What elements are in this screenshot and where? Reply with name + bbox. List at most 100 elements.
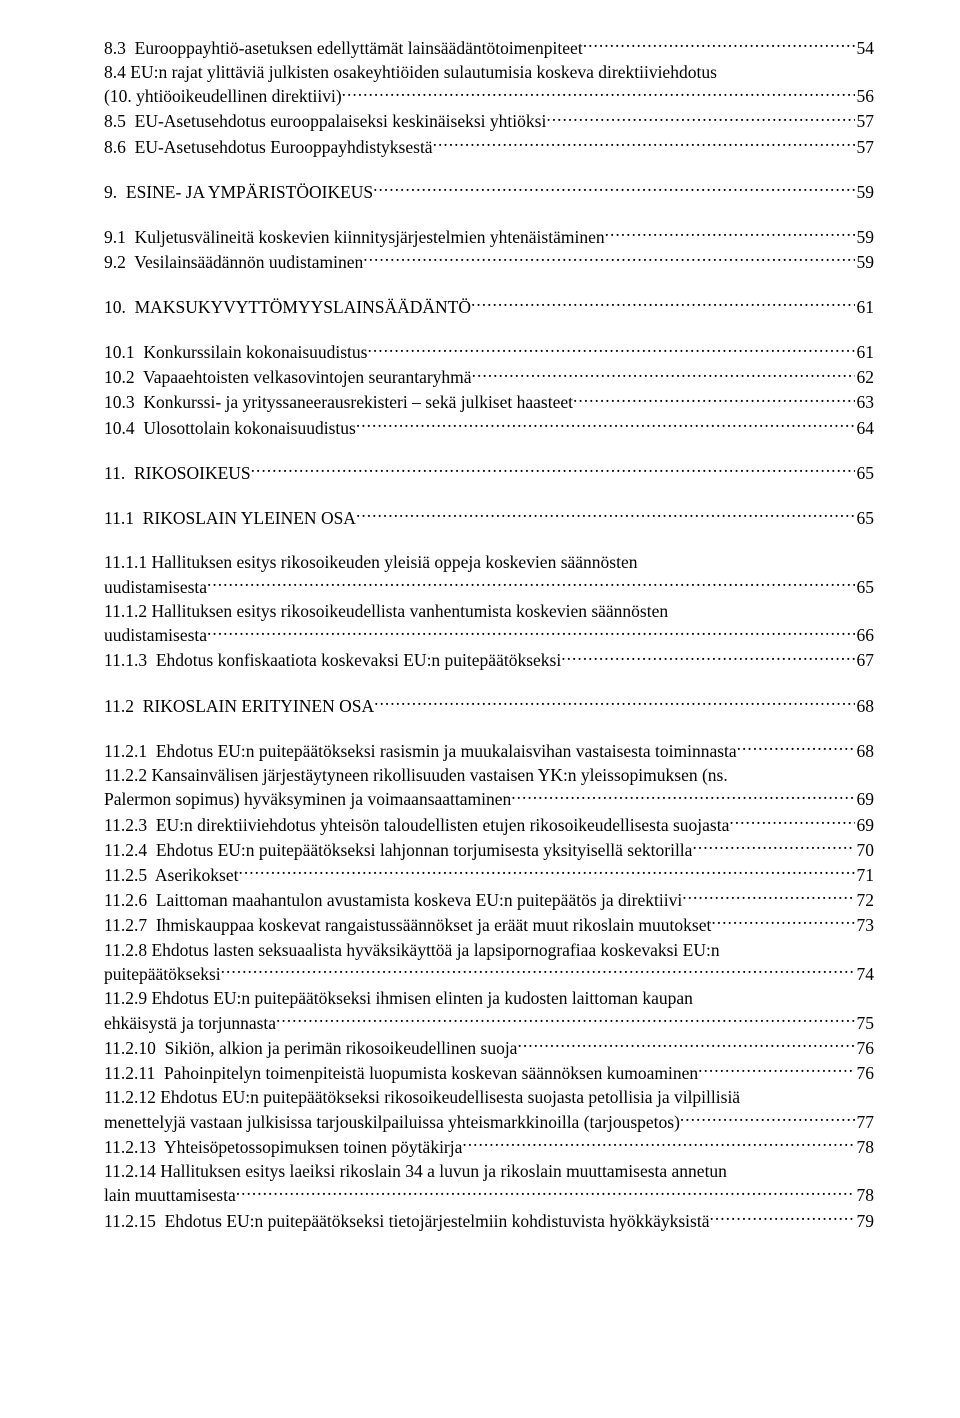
toc-leader (374, 694, 854, 712)
toc-label: 11.1 RIKOSLAIN YLEINEN OSA (104, 507, 356, 531)
toc-leader (511, 788, 854, 806)
toc-label: 9.2 Vesilainsäädännön uudistaminen (104, 251, 363, 275)
toc-leader (221, 962, 855, 980)
toc-entry: 11.2.6 Laittoman maahantulon avustamista… (104, 888, 874, 912)
toc-entry: puitepäätökseksi 74 (104, 962, 874, 986)
toc-label: 10.3 Konkurssi- ja yrityssaneerausrekist… (104, 391, 573, 415)
toc-entry: ehkäisystä ja torjunnasta 75 (104, 1011, 874, 1035)
toc-page: 65 (855, 576, 875, 600)
toc-entry: 9.1 Kuljetusvälineitä koskevien kiinnity… (104, 225, 874, 249)
toc-leader (709, 1209, 854, 1227)
toc-entry: 11.2.11 Pahoinpitelyn toimenpiteistä luo… (104, 1061, 874, 1085)
toc-label: 11.2.11 Pahoinpitelyn toimenpiteistä luo… (104, 1062, 698, 1086)
toc-page: 66 (855, 624, 875, 648)
toc-label: Palermon sopimus) hyväksyminen ja voimaa… (104, 788, 511, 812)
toc-label: 11.2.13 Yhteisöpetossopimuksen toinen pö… (104, 1136, 462, 1160)
toc-entry: 11.2.4 Ehdotus EU:n puitepäätökseksi lah… (104, 838, 874, 862)
toc-label: 11.2.4 Ehdotus EU:n puitepäätökseksi lah… (104, 839, 692, 863)
toc-page: 59 (855, 251, 875, 275)
toc-label: 8.3 Eurooppayhtiö-asetuksen edellyttämät… (104, 37, 583, 61)
toc-leader (471, 296, 854, 314)
toc-page: 64 (855, 417, 875, 441)
toc-entry: 10.4 Ulosottolain kokonaisuudistus 64 (104, 416, 874, 440)
toc-label: 11. RIKOSOIKEUS (104, 462, 251, 486)
toc-label: 10.4 Ulosottolain kokonaisuudistus (104, 417, 356, 441)
toc-entry-line1: 11.1.2 Hallituksen esitys rikosoikeudell… (104, 600, 874, 624)
toc-page: 75 (855, 1012, 875, 1036)
toc-entry: 11.2.7 Ihmiskauppaa koskevat rangaistuss… (104, 914, 874, 938)
toc-entry-line1: 11.2.9 Ehdotus EU:n puitepäätökseksi ihm… (104, 987, 874, 1011)
toc-entry: 11.2.13 Yhteisöpetossopimuksen toinen pö… (104, 1135, 874, 1159)
toc-page: 79 (855, 1210, 875, 1234)
toc-leader (207, 575, 854, 593)
toc-leader (276, 1011, 854, 1029)
toc-leader (680, 1110, 855, 1128)
toc-page: 67 (855, 649, 875, 673)
toc-gap (104, 205, 874, 225)
toc-page: 65 (855, 507, 875, 531)
toc-leader (517, 1036, 854, 1054)
toc-entry: 10.1 Konkurssilain kokonaisuudistus61 (104, 341, 874, 365)
toc-page: 57 (855, 110, 875, 134)
toc-label: 10.2 Vapaaehtoisten velkasovintojen seur… (104, 366, 472, 390)
toc-gap (104, 531, 874, 551)
toc-label: puitepäätökseksi (104, 963, 221, 987)
toc-label: 9. ESINE- JA YMPÄRISTÖOIKEUS (104, 181, 373, 205)
toc-page: 61 (855, 341, 875, 365)
toc-label: 8.6 EU-Asetusehdotus Eurooppayhdistykses… (104, 136, 433, 160)
toc-label: 11.2.3 EU:n direktiiviehdotus yhteisön t… (104, 814, 729, 838)
toc-leader (698, 1061, 854, 1079)
toc-label: 11.2.15 Ehdotus EU:n puitepäätökseksi ti… (104, 1210, 709, 1234)
toc-entry-line1: 8.4 EU:n rajat ylittäviä julkisten osake… (104, 61, 874, 85)
toc-page: 70 (855, 839, 875, 863)
table-of-contents: 8.3 Eurooppayhtiö-asetuksen edellyttämät… (104, 36, 874, 1233)
toc-entry: 11.2.10 Sikiön, alkion ja perimän rikoso… (104, 1036, 874, 1060)
toc-gap (104, 486, 874, 506)
toc-entry: 10. MAKSUKYVYTTÖMYYSLAINSÄÄDÄNTÖ61 (104, 296, 874, 320)
toc-leader (373, 180, 854, 198)
toc-entry: 11.1.3 Ehdotus konfiskaatiota koskevaksi… (104, 649, 874, 673)
toc-label: 11.2.7 Ihmiskauppaa koskevat rangaistuss… (104, 914, 711, 938)
toc-page: 73 (855, 914, 875, 938)
toc-leader (682, 888, 854, 906)
toc-leader (605, 225, 855, 243)
toc-label: 11.2.1 Ehdotus EU:n puitepäätökseksi ras… (104, 740, 737, 764)
toc-page: 77 (855, 1111, 875, 1135)
toc-leader (573, 391, 855, 409)
toc-page: 78 (855, 1184, 875, 1208)
toc-leader (367, 341, 854, 359)
toc-gap (104, 719, 874, 739)
toc-entry: 8.5 EU-Asetusehdotus eurooppalaiseksi ke… (104, 110, 874, 134)
toc-entry: 8.3 Eurooppayhtiö-asetuksen edellyttämät… (104, 36, 874, 60)
toc-entry: 11. RIKOSOIKEUS65 (104, 461, 874, 485)
toc-label: 11.2.10 Sikiön, alkion ja perimän rikoso… (104, 1037, 517, 1061)
toc-label: 11.1.3 Ehdotus konfiskaatiota koskevaksi… (104, 649, 561, 673)
toc-leader (546, 110, 854, 128)
toc-gap (104, 674, 874, 694)
toc-entry: (10. yhtiöoikeudellinen direktiivi)56 (104, 85, 874, 109)
toc-leader (737, 739, 855, 757)
toc-entry: uudistamisesta66 (104, 624, 874, 648)
toc-entry: 9.2 Vesilainsäädännön uudistaminen 59 (104, 250, 874, 274)
toc-page: 54 (855, 37, 875, 61)
toc-page: 69 (855, 788, 875, 812)
toc-leader (356, 416, 855, 434)
toc-page: 59 (855, 226, 875, 250)
toc-label: uudistamisesta (104, 576, 207, 600)
toc-entry-line1: 11.2.2 Kansainvälisen järjestäytyneen ri… (104, 764, 874, 788)
toc-leader (462, 1135, 854, 1153)
toc-entry-line1: 11.2.12 Ehdotus EU:n puitepäätökseksi ri… (104, 1086, 874, 1110)
toc-page: 68 (855, 695, 875, 719)
toc-page: 59 (855, 181, 875, 205)
toc-entry-line1: 11.2.8 Ehdotus lasten seksuaalista hyväk… (104, 939, 874, 963)
toc-leader (433, 135, 855, 153)
toc-leader (711, 914, 854, 932)
toc-label: ehkäisystä ja torjunnasta (104, 1012, 276, 1036)
toc-page: 71 (855, 864, 875, 888)
toc-leader (238, 863, 854, 881)
toc-page: 74 (855, 963, 875, 987)
toc-entry: 11.2.3 EU:n direktiiviehdotus yhteisön t… (104, 813, 874, 837)
toc-entry: 11.2.15 Ehdotus EU:n puitepäätökseksi ti… (104, 1209, 874, 1233)
toc-leader (692, 838, 854, 856)
toc-leader (207, 624, 854, 642)
